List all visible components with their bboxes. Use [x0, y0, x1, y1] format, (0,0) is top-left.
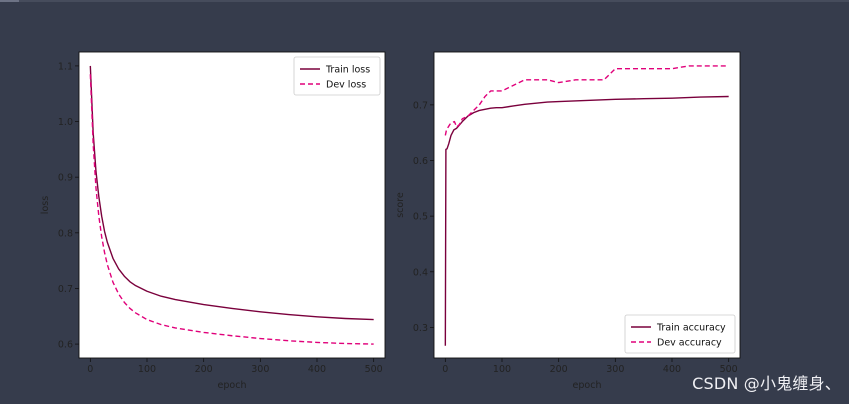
- series-line-dev-accuracy: [444, 65, 729, 136]
- legend-label: Dev loss: [326, 80, 366, 91]
- plot-area: [79, 52, 385, 358]
- plot-frame: [78, 51, 386, 359]
- y-tick-label: 0.5: [413, 212, 428, 223]
- series-line-train-accuracy: [444, 95, 729, 346]
- y-tick-label: 0.4: [413, 267, 428, 278]
- loss-chart: 0 100 200 300 400 500 0.6 0.7 0.8 0.9 1.0 1.1 epoch l…: [40, 51, 386, 391]
- y-tick-label: 0.7: [413, 100, 428, 111]
- x-tick-label: 100: [138, 364, 156, 375]
- y-axis-label: score: [395, 192, 406, 218]
- x-tick-label: 500: [365, 364, 383, 375]
- y-axis-label: loss: [40, 196, 51, 214]
- x-tick-label: 300: [606, 364, 624, 375]
- y-tick-label: 0.9: [58, 173, 73, 184]
- x-tick-label: 100: [493, 364, 511, 375]
- x-tick-label: 500: [720, 364, 738, 375]
- x-tick-label: 0: [442, 364, 448, 375]
- y-tick-label: 1.0: [58, 117, 73, 128]
- legend: Train accuracy Dev accuracy: [624, 314, 736, 354]
- legend-box: [293, 56, 381, 96]
- x-tick-label: 400: [663, 364, 681, 375]
- x-tick-label: 200: [195, 364, 213, 375]
- x-tick-label: 300: [251, 364, 269, 375]
- top-border: [0, 0, 849, 2]
- series-line-dev-loss: [89, 74, 374, 345]
- legend-label: Dev accuracy: [657, 338, 722, 349]
- x-tick-label: 400: [308, 364, 326, 375]
- y-tick-label: 0.6: [413, 156, 428, 167]
- plot-area: [434, 52, 740, 358]
- y-tick-label: 0.8: [58, 228, 73, 239]
- legend-box: [624, 314, 736, 354]
- y-tick-label: 1.1: [58, 61, 73, 72]
- y-tick-label: 0.7: [58, 284, 73, 295]
- legend: Train loss Dev loss: [293, 56, 381, 96]
- x-axis-label: epoch: [218, 380, 247, 391]
- accuracy-chart: 0 100 200 300 400 500 0.3 0.4 0.5 0.6 0.7 epoch scor…: [395, 51, 741, 391]
- y-tick-label: 0.6: [58, 340, 73, 351]
- x-tick-label: 0: [87, 364, 93, 375]
- legend-label: Train accuracy: [656, 323, 726, 334]
- legend-label: Train loss: [325, 65, 370, 76]
- plot-frame: [433, 51, 741, 359]
- top-border-accent: [0, 0, 19, 2]
- x-axis-label: epoch: [573, 380, 602, 391]
- watermark: CSDN @小鬼缠身、: [692, 374, 841, 393]
- series-line-train-loss: [89, 65, 374, 321]
- x-tick-label: 200: [550, 364, 568, 375]
- y-tick-label: 0.3: [413, 323, 428, 334]
